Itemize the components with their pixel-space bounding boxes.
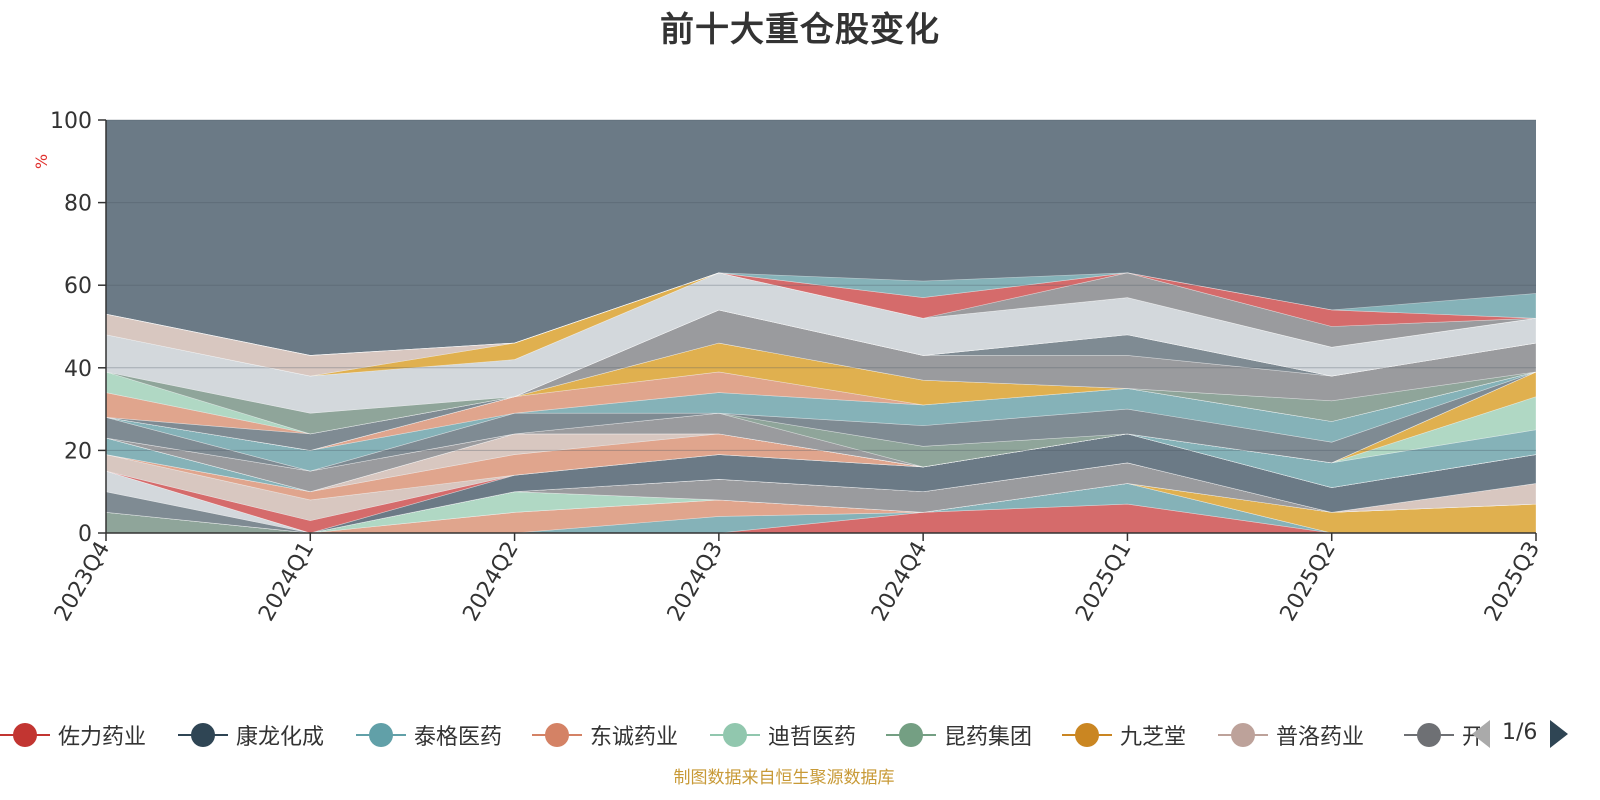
legend-marker-icon [178,722,228,748]
x-tick-label: 2025Q1 [1071,538,1136,626]
x-tick-label: 2025Q3 [1480,538,1545,626]
legend-item[interactable]: 昆药集团 [886,718,1032,752]
y-tick-label: 60 [64,274,92,299]
legend-marker-icon [886,722,936,748]
x-tick-label: 2024Q2 [458,538,523,626]
area-layers [105,120,1537,534]
legend-marker-icon [1404,722,1454,748]
legend-label: 佐力药业 [58,725,147,750]
legend-label: 迪哲医药 [768,725,857,750]
legend-label: 普洛药业 [1276,725,1365,750]
legend: 佐力药业 康龙化成 泰格医药 东诚药业 迪哲医药 昆药集团 九芝堂 普洛药业 开立医疗 [0,718,1480,752]
legend-page-indicator: 1/6 [1502,720,1538,745]
chart-title: 前十大重仓股变化 [660,10,940,50]
y-tick-label: 0 [78,522,92,547]
legend-item[interactable]: 东诚药业 [532,718,678,752]
triangle-right-icon[interactable] [1550,720,1568,748]
legend-marker-icon [356,722,406,748]
y-tick-label: 40 [64,357,92,382]
legend-item[interactable]: 康龙化成 [178,718,324,752]
legend-item[interactable]: 普洛药业 [1218,718,1364,752]
legend-item[interactable]: 迪哲医药 [710,718,856,752]
area-layer [105,272,1537,356]
y-tick-label: 80 [64,192,92,217]
source-note: 制图数据来自恒生聚源数据库 [673,768,895,788]
legend-marker-icon [532,722,582,748]
x-tick-label: 2024Q1 [254,538,319,626]
y-tick-label: 100 [50,109,92,134]
x-tick-label: 2024Q4 [867,538,932,626]
x-tick-label: 2024Q3 [663,538,728,626]
y-axis-label: % [32,153,52,170]
legend-label: 九芝堂 [1120,725,1187,750]
legend-pager: 1/6 [1470,718,1600,752]
legend-label: 康龙化成 [236,725,325,750]
legend-label: 东诚药业 [590,725,679,750]
legend-marker-icon [710,722,760,748]
triangle-left-icon[interactable] [1472,720,1490,748]
x-tick-label: 2023Q4 [50,538,115,626]
legend-item[interactable]: 九芝堂 [1062,718,1186,752]
legend-item[interactable]: 佐力药业 [0,718,146,752]
legend-item[interactable]: 泰格医药 [356,718,502,752]
legend-label: 泰格医药 [414,725,503,750]
grid-lines [106,119,1536,451]
legend-item[interactable]: 开立医疗 [1404,718,1480,752]
x-tick-label: 2025Q2 [1276,538,1341,626]
y-tick-label: 20 [64,439,92,464]
stacked-area-chart: 0 20 40 60 80 100 2023Q4 2024Q1 2024Q2 2024Q3 2024… [50,109,1545,626]
legend-label: 昆药集团 [944,725,1033,750]
legend-marker-icon [0,722,50,748]
legend-marker-icon [1062,722,1112,748]
legend-marker-icon [1218,722,1268,748]
